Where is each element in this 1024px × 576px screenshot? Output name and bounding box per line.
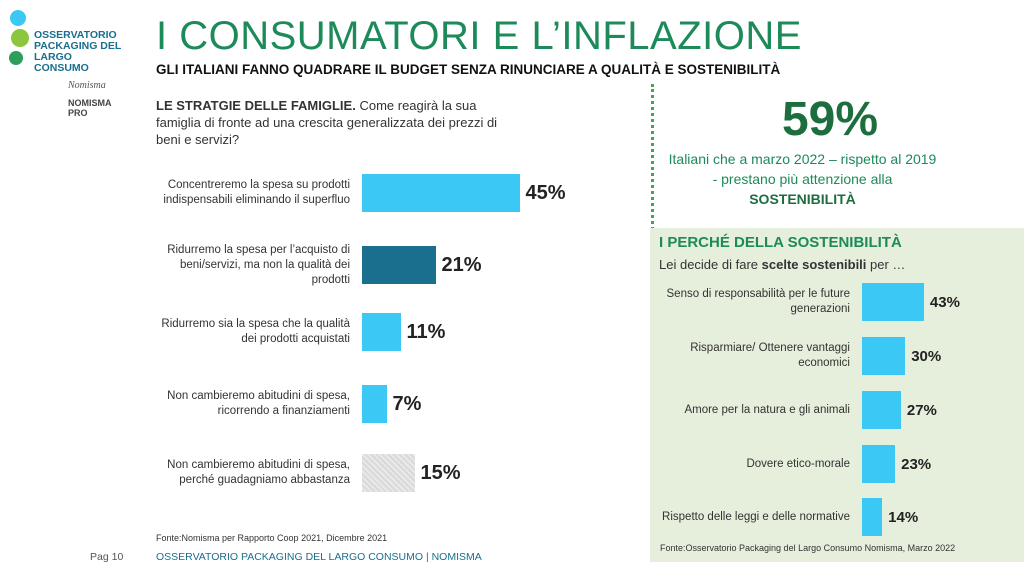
value-label: 45% [525,181,566,204]
logo-icon [9,10,29,65]
page-number: Pag 10 [90,551,124,563]
bar [862,498,883,536]
title: I CONSUMATORI E L’INFLAZIONE [156,14,802,58]
source: Fonte:Osservatorio Packaging del Largo C… [660,543,956,553]
highlight-text: Italiani che a marzo 2022 – rispetto al … [665,149,940,209]
value-label: 21% [441,253,482,276]
category-label: Dovere etico-morale [746,457,850,470]
highlight-bold: SOSTENIBILITÀ [749,191,856,207]
category-label: Amore per la natura e gli animali [684,403,850,416]
value-label: 11% [406,320,446,343]
value-label: 43% [929,293,960,311]
category-label: Ridurremo la spesa per l’acquisto di ben… [167,243,350,286]
category-label: Risparmiare/ Ottenere vantaggi economici [690,342,850,369]
value-label: 27% [906,401,937,419]
brand-sub: NOMISMA PRO [68,98,112,118]
value-label: 7% [392,392,422,415]
left-heading: LE STRATGIE DELLE FAMIGLIE. Come reagirà… [156,97,506,148]
logo: OSSERVATORIO PACKAGING DEL LARGO CONSUMO… [0,0,125,130]
chart-title: I PERCHÉ DELLA SOSTENIBILITÀ [659,234,902,251]
bar [362,385,387,423]
bar [362,313,401,351]
value-label: 30% [911,347,942,365]
category-label: Non cambieremo abitudini di spesa, ricor… [167,390,350,417]
category-label: Senso di responsabilità per le future ge… [666,288,850,315]
category-label: Non cambieremo abitudini di spesa, perch… [167,459,350,486]
bar [862,283,924,321]
value-label: 23% [901,455,932,473]
right-panel [650,228,1024,562]
chart-title: LE STRATGIE DELLE FAMIGLIE. [156,98,356,113]
divider [651,84,654,230]
subtitle: GLI ITALIANI FANNO QUADRARE IL BUDGET SE… [156,62,781,77]
subtitle-part: scelte sostenibili [761,257,867,272]
category-label: Rispetto delle leggi e delle normative [662,510,850,523]
chart-subtitle: Come reagirà la sua famiglia di fronte a… [156,98,498,147]
brand: Nomisma [68,80,106,91]
bar [862,445,896,483]
source: Fonte:Nomisma per Rapporto Coop 2021, Di… [156,533,388,543]
chart-subtitle: Lei decide di fare scelte sostenibili pe… [659,257,905,272]
category-label: Ridurremo sia la spesa che la qualità de… [161,318,350,345]
value-label: 15% [420,461,461,484]
highlight-body: Italiani che a marzo 2022 – rispetto al … [668,151,937,187]
value-label: 14% [888,508,919,526]
bar [362,246,436,284]
footer-text: OSSERVATORIO PACKAGING DEL LARGO CONSUMO… [156,551,482,563]
subtitle-part: per … [870,257,906,272]
bar [862,391,901,429]
category-label: Concentreremo la spesa su prodotti indis… [163,179,350,206]
logo-text: OSSERVATORIO PACKAGING DEL LARGO CONSUMO [34,29,122,74]
bar [362,174,520,212]
subtitle-part: Lei decide di fare [659,257,759,272]
bar [862,337,906,375]
bar [362,454,415,492]
highlight-figure: 59% [781,93,879,146]
